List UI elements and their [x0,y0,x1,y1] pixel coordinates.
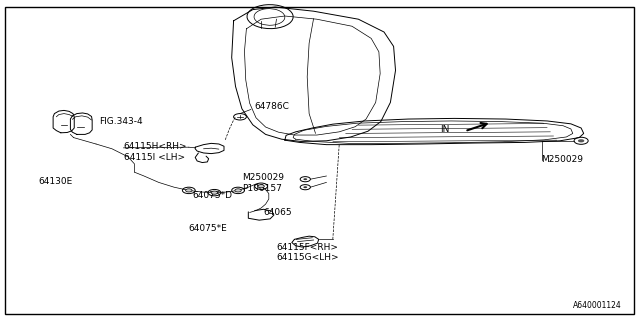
Circle shape [258,185,264,188]
Text: 64075*E: 64075*E [189,224,228,233]
Text: 64130E: 64130E [38,177,73,186]
Text: FIG.343-4: FIG.343-4 [99,117,143,126]
Text: M250029: M250029 [541,155,583,164]
Text: M250029: M250029 [242,173,284,182]
Circle shape [186,189,192,192]
Text: IN: IN [440,125,450,134]
Text: 64065: 64065 [264,208,292,217]
Text: 64115H<RH>: 64115H<RH> [124,142,187,151]
Circle shape [578,139,584,142]
Circle shape [303,186,307,188]
Circle shape [303,178,307,180]
Text: P100157: P100157 [242,184,282,193]
Circle shape [235,189,241,192]
Circle shape [211,191,218,194]
Text: 64075*D: 64075*D [192,191,232,200]
Text: 64115I <LH>: 64115I <LH> [124,153,185,162]
Text: 64115F<RH>: 64115F<RH> [276,243,339,252]
Text: 64115G<LH>: 64115G<LH> [276,253,339,262]
Text: 64786C: 64786C [255,102,289,111]
Text: A640001124: A640001124 [573,301,622,310]
